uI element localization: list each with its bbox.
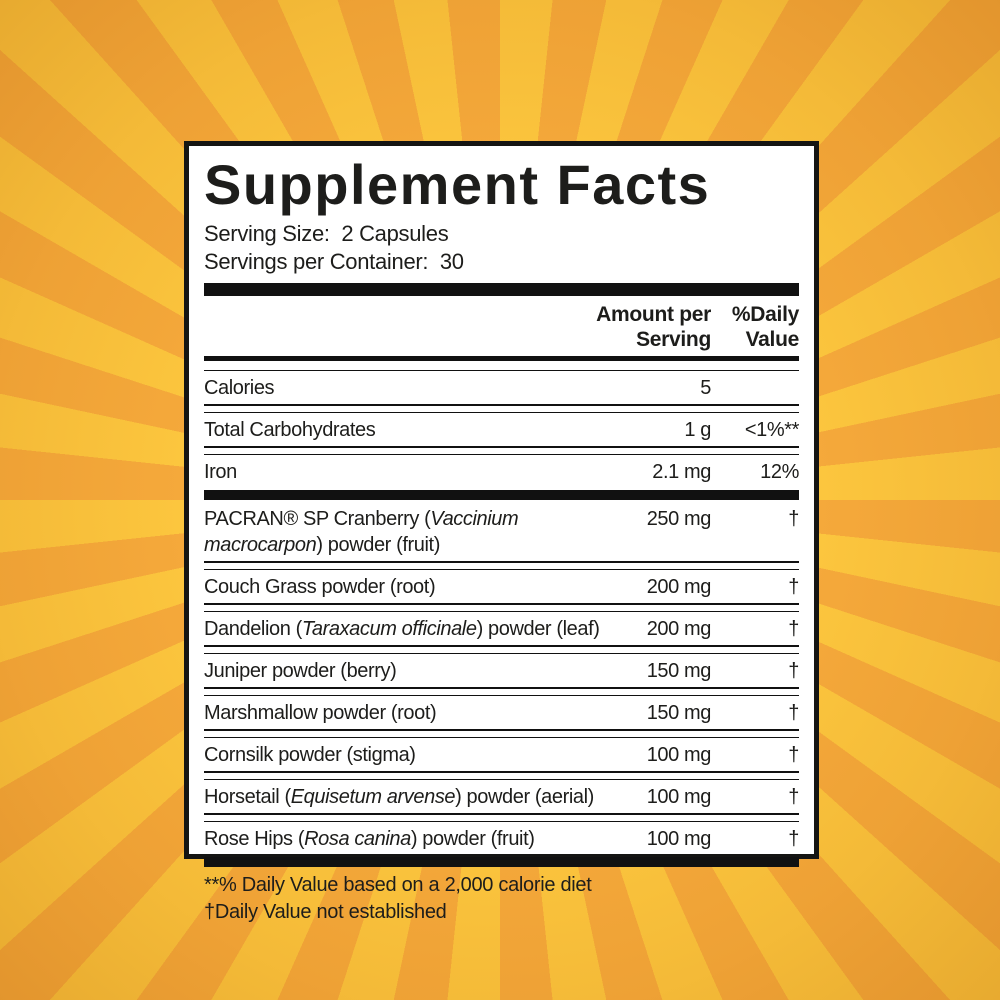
divider-row — [204, 771, 799, 780]
ingredient-amount: 150 mg — [646, 660, 712, 682]
ingredient-name: Marshmallow powder (root) — [204, 702, 437, 724]
ingredient-daily-value: † — [788, 702, 799, 724]
footnotes: **% Daily Value based on a 2,000 calorie… — [204, 869, 799, 926]
ingredient-name: PACRAN® SP Cranberry (Vaccinium macrocar… — [204, 508, 519, 556]
ingredient-amount: 1 g — [684, 419, 711, 441]
ingredient-daily-value: † — [788, 508, 799, 530]
divider-row — [204, 404, 799, 413]
supplement-facts-panel: Supplement Facts Serving Size: 2 Capsule… — [184, 141, 819, 923]
divider-row — [204, 813, 799, 822]
servings-per-container: Servings per Container: 30 — [204, 249, 464, 274]
ingredient-name: Couch Grass powder (root) — [204, 576, 436, 598]
ingredient-name: Cornsilk powder (stigma) — [204, 744, 416, 766]
ingredient-daily-value: <1%** — [744, 419, 800, 441]
ingredient-name: Dandelion (Taraxacum officinale) powder … — [204, 618, 600, 640]
ingredient-row: Dandelion (Taraxacum officinale) powder … — [204, 612, 799, 645]
ingredient-name: Total Carbohydrates — [204, 419, 376, 441]
divider-row — [204, 645, 799, 654]
divider-row — [204, 687, 799, 696]
footnote-line: †Daily Value not established — [204, 901, 447, 923]
ingredient-row: Juniper powder (berry) 150 mg † — [204, 654, 799, 687]
ingredient-row: Calories 5 — [204, 371, 799, 404]
ingredient-amount: 5 — [700, 377, 711, 399]
ingredient-name: Rose Hips (Rosa canina) powder (fruit) — [204, 828, 535, 850]
ingredient-row: Cornsilk powder (stigma) 100 mg † — [204, 738, 799, 771]
ingredient-row: Rose Hips (Rosa canina) powder (fruit) 1… — [204, 822, 799, 855]
divider-header — [204, 356, 799, 371]
page-title: Supplement Facts — [204, 153, 711, 216]
ingredient-amount: 200 mg — [646, 618, 712, 640]
ingredient-daily-value: † — [788, 660, 799, 682]
table-header: Amount per Serving %Daily Value — [204, 296, 799, 356]
ingredient-row: Marshmallow powder (root) 150 mg † — [204, 696, 799, 729]
ingredient-name: Juniper powder (berry) — [204, 660, 397, 682]
ingredient-daily-value: 12% — [760, 461, 799, 483]
ingredient-row: Horsetail (Equisetum arvense) powder (ae… — [204, 780, 799, 813]
column-header-daily-value: %Daily Value — [731, 303, 799, 351]
ingredient-row: PACRAN® SP Cranberry (Vaccinium macrocar… — [204, 502, 799, 561]
divider-row — [204, 603, 799, 612]
ingredient-name: Iron — [204, 461, 237, 483]
ingredient-daily-value: † — [788, 576, 799, 598]
ingredient-daily-value: † — [788, 828, 799, 850]
ingredient-daily-value: † — [788, 744, 799, 766]
divider-row — [204, 446, 799, 455]
ingredient-amount: 200 mg — [646, 576, 712, 598]
ingredient-name: Horsetail (Equisetum arvense) powder (ae… — [204, 786, 594, 808]
ingredient-row: Iron 2.1 mg 12% — [204, 455, 799, 488]
ingredient-daily-value: † — [788, 618, 799, 640]
ingredient-amount: 100 mg — [646, 744, 712, 766]
ingredient-row: Total Carbohydrates 1 g <1%** — [204, 413, 799, 446]
ingredient-daily-value: † — [788, 786, 799, 808]
ingredient-amount: 100 mg — [646, 786, 712, 808]
divider-thick-top — [204, 283, 799, 296]
ingredient-amount: 2.1 mg — [652, 461, 711, 483]
serving-size: Serving Size: 2 Capsules — [204, 221, 449, 246]
ingredient-amount: 150 mg — [646, 702, 712, 724]
nutrient-rows: Calories 5 Total Carbohydrates 1 g <1%**… — [204, 371, 799, 488]
ingredient-name: Calories — [204, 377, 275, 399]
ingredient-amount: 250 mg — [646, 508, 712, 530]
footnote-line: **% Daily Value based on a 2,000 calorie… — [204, 874, 592, 896]
ingredient-amount: 100 mg — [646, 828, 712, 850]
column-header-amount-per-serving: Amount per Serving — [596, 303, 711, 351]
divider-row — [204, 561, 799, 570]
divider-thick-middle — [204, 490, 799, 500]
divider-thick-bottom — [204, 857, 799, 867]
divider-row — [204, 729, 799, 738]
ingredient-row: Couch Grass powder (root) 200 mg † — [204, 570, 799, 603]
herbal-rows: PACRAN® SP Cranberry (Vaccinium macrocar… — [204, 502, 799, 855]
